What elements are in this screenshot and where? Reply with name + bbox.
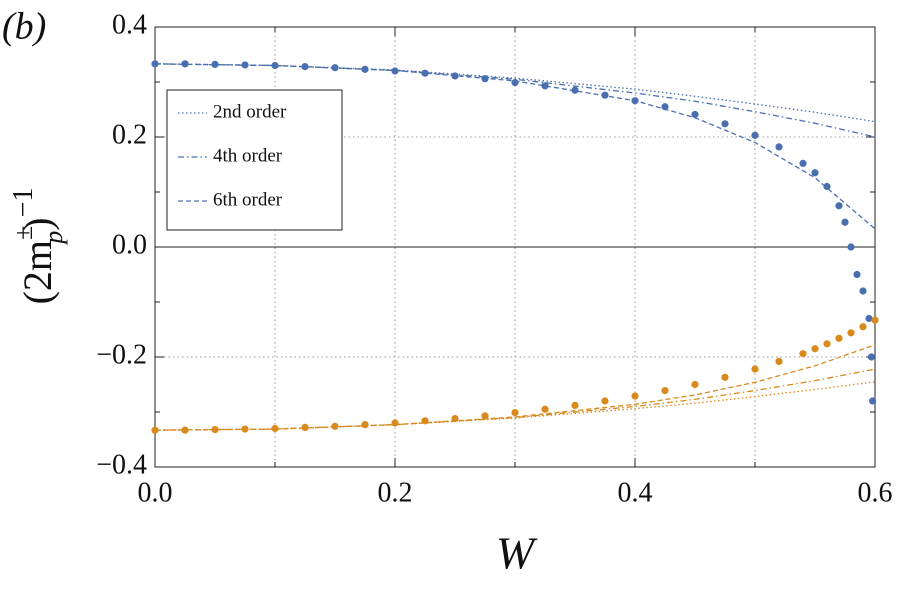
data-point — [775, 357, 783, 365]
y-label-sup: ± — [9, 226, 38, 240]
data-point — [847, 329, 855, 337]
legend: 2nd order 4th order 6th order — [166, 89, 343, 231]
data-point — [151, 60, 159, 68]
data-point — [361, 421, 369, 429]
data-point — [721, 373, 729, 381]
data-point — [541, 405, 549, 413]
data-point — [691, 110, 699, 119]
data-point — [511, 78, 519, 87]
data-point — [859, 323, 867, 331]
data-point — [751, 365, 759, 373]
y-label-close: ) — [15, 217, 60, 230]
x-axis-label: W — [496, 528, 538, 579]
data-point — [859, 287, 867, 295]
data-point — [511, 408, 519, 417]
y-label-sub: p — [39, 231, 68, 246]
x-tick-label: 0.0 — [138, 477, 173, 508]
approx-line — [154, 344, 876, 431]
y-axis-label: (2m±p)−1 — [8, 188, 68, 305]
data-point — [811, 169, 819, 177]
data-point — [865, 314, 873, 323]
data-point — [601, 397, 609, 405]
data-point — [871, 316, 879, 324]
data-point — [391, 419, 399, 427]
data-point — [541, 82, 549, 90]
y-tick-label: 0.2 — [112, 119, 147, 150]
y-tick-label: 0.4 — [112, 9, 147, 40]
data-point — [691, 380, 699, 389]
y-label-exp: −1 — [8, 188, 39, 218]
data-point — [721, 120, 729, 128]
data-point — [751, 131, 759, 139]
data-point — [571, 401, 579, 409]
x-tick-label: 0.2 — [378, 477, 413, 508]
y-tick-label: −0.4 — [96, 449, 147, 480]
data-point — [775, 143, 783, 151]
data-point — [841, 218, 849, 226]
data-point — [847, 243, 855, 251]
legend-label: 4th order — [213, 145, 283, 166]
approx-line — [154, 63, 876, 230]
y-tick-label: −0.2 — [96, 339, 147, 370]
data-point — [631, 392, 639, 400]
data-point — [853, 270, 861, 279]
data-point — [823, 182, 831, 191]
data-point — [835, 202, 843, 210]
legend-label: 2nd order — [213, 101, 287, 122]
data-point — [823, 340, 831, 348]
data-point — [867, 353, 876, 361]
data-point — [811, 345, 819, 353]
data-point — [481, 412, 489, 420]
data-point — [835, 334, 843, 342]
legend-box — [166, 89, 343, 231]
x-tick-label: 0.4 — [618, 477, 653, 508]
data-point — [799, 159, 807, 167]
data-point — [661, 386, 669, 395]
data-point — [661, 103, 669, 111]
y-label-open: (2m — [15, 240, 60, 304]
panel-label: (b) — [2, 6, 46, 48]
legend-label: 6th order — [213, 189, 283, 210]
data-point — [799, 350, 807, 358]
data-point — [571, 86, 579, 94]
y-tick-label: 0.0 — [112, 229, 147, 260]
x-tick-label: 0.6 — [858, 477, 893, 508]
data-point — [869, 397, 877, 405]
